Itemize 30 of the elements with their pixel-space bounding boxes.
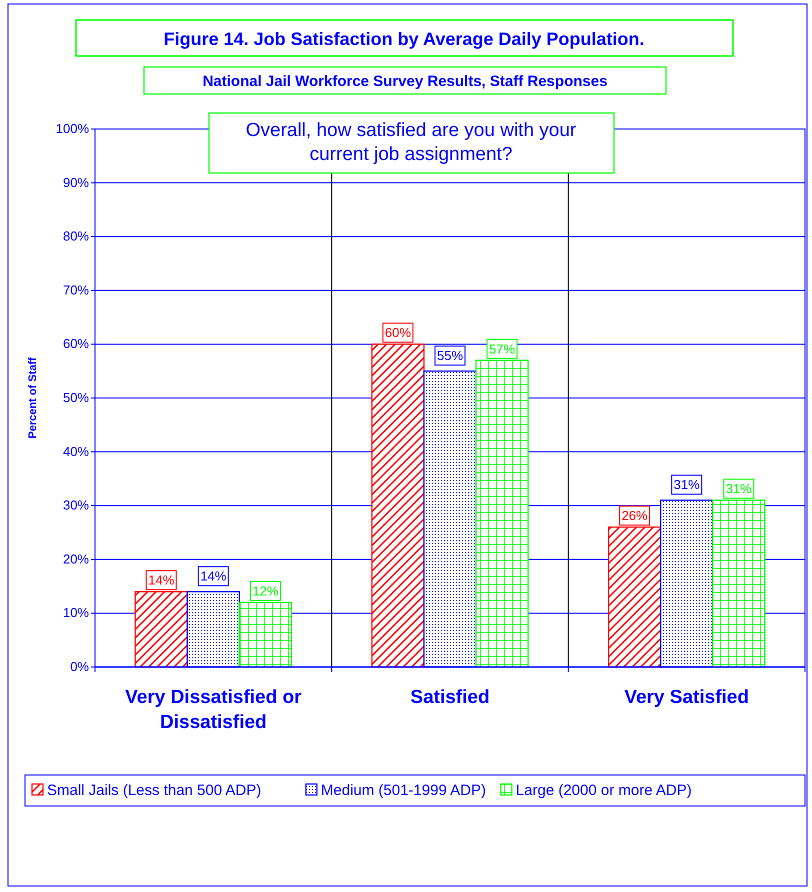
y-tick-label: 100% bbox=[56, 121, 90, 136]
legend-label: Medium (501-1999 ADP) bbox=[320, 782, 486, 799]
x-tick-label: Very Satisfied bbox=[624, 687, 749, 708]
y-tick-label: 20% bbox=[62, 551, 90, 566]
y-tick-label: 40% bbox=[62, 444, 90, 459]
legend-label: Small Jails (Less than 500 ADP) bbox=[47, 782, 262, 799]
x-tick-label: Very Dissatisfied or Dissatisfied bbox=[125, 687, 302, 733]
chart-subtitle: National Jail Workforce Survey Results, Staff Responses bbox=[202, 73, 608, 90]
data-label: 14% bbox=[148, 572, 175, 588]
annotation: Overall, how satisfied are you with your current job assignment? bbox=[246, 120, 577, 165]
y-tick-label: 10% bbox=[62, 605, 90, 620]
y-tick-label: 90% bbox=[62, 174, 90, 190]
data-label: 57% bbox=[489, 341, 516, 356]
y-tick-label: 50% bbox=[62, 390, 90, 405]
y-tick-label: 60% bbox=[62, 336, 90, 352]
x-tick-label: Satisfied bbox=[410, 687, 490, 708]
y-axis-title: Percent of Staff bbox=[27, 357, 39, 439]
y-tick-label: 80% bbox=[62, 228, 90, 244]
data-label: 26% bbox=[622, 508, 648, 524]
data-label: 31% bbox=[726, 481, 752, 496]
legend-label: Large (2000 or more ADP) bbox=[516, 782, 692, 799]
data-label: 55% bbox=[436, 348, 464, 364]
y-tick-label: 70% bbox=[62, 282, 90, 298]
data-label: 31% bbox=[674, 477, 700, 492]
data-label: 14% bbox=[200, 568, 227, 584]
y-tick-label: 30% bbox=[62, 498, 90, 513]
data-label: 60% bbox=[384, 325, 412, 340]
chart-title: Figure 14. Job Satisfaction by Average Daily Population. bbox=[164, 29, 644, 49]
y-tick-label: 0% bbox=[70, 659, 90, 674]
data-label: 12% bbox=[252, 583, 279, 598]
